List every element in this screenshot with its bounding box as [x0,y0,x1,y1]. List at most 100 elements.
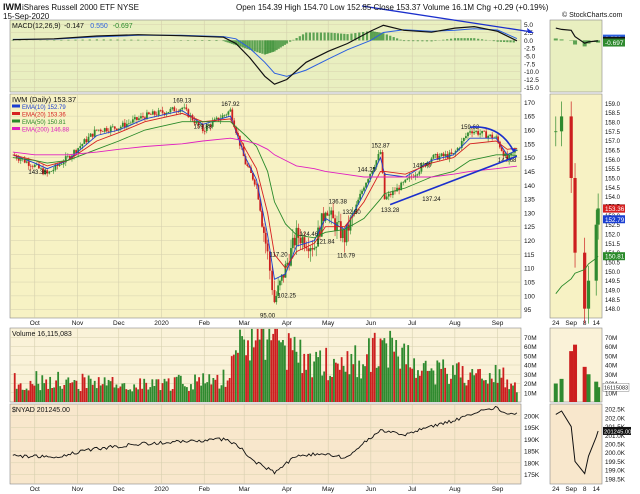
macd-histogram-bar [263,40,267,55]
macd-histogram-bar [412,40,415,42]
price-candle [250,167,252,173]
price-candle [452,153,455,154]
price-candle [456,148,459,152]
volume-bar [401,347,404,402]
macd-histogram-bar [261,40,264,54]
price-ema-line [12,121,517,239]
price-candle [359,193,362,200]
price-candle [159,110,162,111]
price-candle [307,248,310,252]
price-candle [42,168,44,175]
price-candle [385,196,388,200]
price-candle [475,131,477,132]
side-nyad-value-tag [603,426,631,435]
volume-bar [506,379,509,402]
price-candle [229,109,232,112]
volume-bar [157,379,160,402]
volume-bar [358,360,361,402]
volume-bar [198,377,200,402]
xaxis-tick-label: Sep [492,320,504,327]
volume-bar [362,364,364,402]
price-legend-swatch [12,104,20,108]
volume-bar [260,328,263,402]
macd-histogram-bar [327,32,330,41]
price-candle [404,179,407,183]
side-nyad-tick-label: 202.0K [605,415,626,422]
price-candle [303,237,306,248]
volume-bar [252,347,255,402]
macd-histogram-bar [399,39,402,41]
volume-bar [278,340,280,402]
macd-histogram-bar [144,39,147,41]
macd-histogram-bar [319,32,323,41]
side-price-tick-label: 152.5 [605,223,621,229]
xaxis-tick-label: Apr [282,320,293,327]
volume-bar [494,364,497,402]
price-candle [147,112,150,115]
price-ema-line [12,110,518,280]
price-candle [17,158,20,161]
macd-ytick-label: -7.5 [524,61,536,68]
price-candle [309,248,312,252]
volume-bar [515,392,518,402]
macd-histogram-bar [95,39,98,41]
side-macd-histogram-bar [553,38,558,41]
price-candle [414,175,417,178]
price-candle [144,117,146,120]
macd-histogram-bar [253,40,256,52]
price-legend-entry: EMA(10) 152.79 [22,105,66,111]
price-candle [264,232,267,244]
price-candle [465,136,467,139]
volume-bar [426,370,429,402]
price-candle [261,210,263,227]
macd-histogram-bar [279,40,282,48]
macd-ytick-label: 0.0 [524,38,533,45]
volume-bar [342,365,345,402]
side-price-value-tag [603,215,625,224]
volume-bar [409,367,412,402]
price-candle [428,162,431,163]
volume-bar [442,359,445,402]
price-candle [117,128,120,131]
price-candle [183,107,186,109]
side-price-tick-label: 157.0 [605,139,621,145]
price-candle [512,152,514,154]
price-candle [301,237,304,244]
volume-bar [53,387,55,402]
volume-bar [218,388,221,402]
volume-bar [348,374,351,402]
xaxis-tick-label: 2020 [154,320,169,327]
side-nyad-tick-label: 200.5K [605,442,626,449]
price-candle [161,110,164,113]
price-candle [444,154,447,157]
price-candle [167,112,170,113]
price-candle [101,131,104,132]
volume-bar [71,382,74,402]
side-price-tick-label: 156.0 [605,158,621,164]
volume-bar [354,345,357,402]
volume-bar [303,353,306,402]
side-price-value-label: 152.79 [605,217,625,224]
price-candle [262,226,265,233]
volume-bar [49,376,52,402]
macd-histogram-bar [244,40,247,49]
volume-bar [280,342,282,402]
volume-bar [206,382,209,402]
price-candle [27,161,30,166]
side-volume-bar [553,383,558,402]
volume-ytick-label: 60M [524,344,537,351]
price-candle [181,107,184,110]
side-nyad-line [555,410,599,475]
price-candle [33,164,36,167]
volume-bar [107,379,110,402]
side-price-value-tag [603,204,625,213]
volume-bar [459,377,462,402]
price-candle [279,280,281,286]
macd-histogram-bar [496,40,499,42]
side-price-tick-label: 157.5 [605,130,621,136]
side-price-candle [586,280,591,309]
macd-histogram-bar [421,40,424,42]
volume-bar [69,383,72,402]
volume-bar [135,387,138,402]
price-annotation: 137.24 [422,197,441,203]
